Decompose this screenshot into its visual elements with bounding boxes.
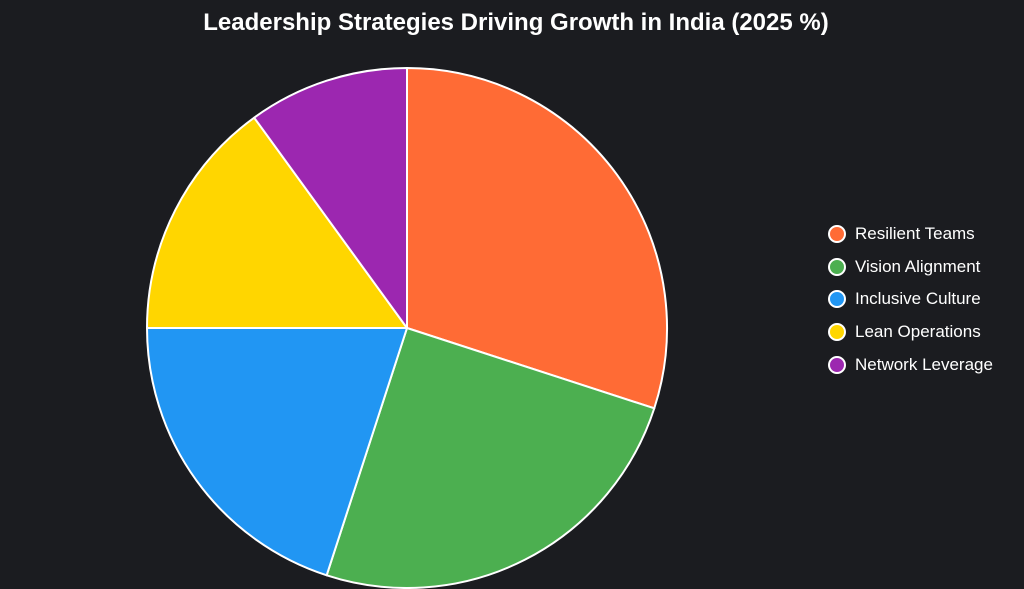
legend-swatch [828, 355, 846, 374]
legend-label: Lean Operations [855, 322, 981, 342]
pie-slice-resilient-teams[interactable] [406, 67, 668, 410]
legend-item-network-leverage[interactable]: Network Leverage [828, 348, 993, 381]
pie-slice-network-leverage[interactable] [253, 67, 408, 329]
pie-slice-lean-operations[interactable] [146, 116, 408, 329]
pie-slices [146, 67, 668, 589]
pie-slice-vision-alignment[interactable] [325, 327, 656, 589]
legend-swatch [828, 257, 846, 276]
legend-swatch [828, 290, 846, 309]
chart-title: Leadership Strategies Driving Growth in … [203, 9, 829, 36]
legend-label: Network Leverage [855, 354, 993, 374]
legend-label: Vision Alignment [855, 256, 981, 276]
legend-item-inclusive-culture[interactable]: Inclusive Culture [828, 283, 993, 316]
legend-swatch [828, 323, 846, 342]
legend-item-lean-operations[interactable]: Lean Operations [828, 316, 993, 349]
chart-legend: Resilient Teams Vision Alignment Inclusive… [828, 218, 993, 381]
legend-label: Inclusive Culture [855, 289, 981, 309]
legend-item-resilient-teams[interactable]: Resilient Teams [828, 218, 993, 251]
pie-slice-inclusive-culture[interactable] [146, 327, 408, 577]
legend-label: Resilient Teams [855, 224, 975, 244]
legend-item-vision-alignment[interactable]: Vision Alignment [828, 251, 993, 284]
legend-swatch [828, 225, 846, 244]
